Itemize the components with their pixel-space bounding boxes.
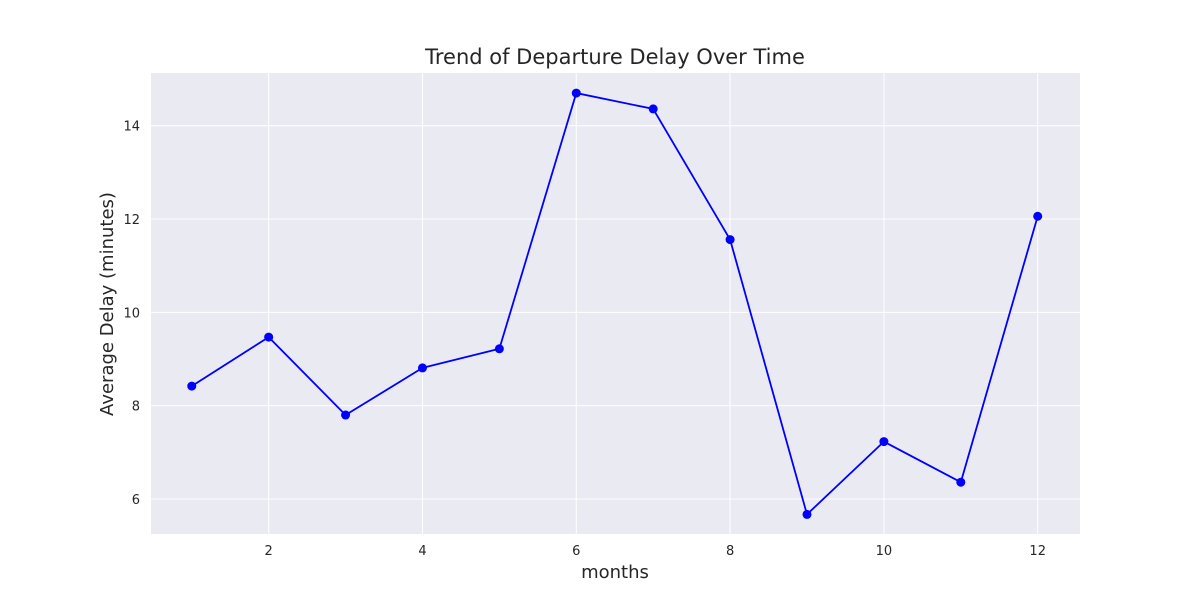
x-tick-label: 2 — [265, 544, 273, 559]
x-axis-label: months — [581, 562, 649, 583]
data-point — [1033, 211, 1043, 221]
data-point — [725, 235, 735, 245]
data-point — [956, 477, 966, 487]
data-point — [494, 344, 504, 354]
y-tick-label: 10 — [123, 306, 140, 321]
y-axis-label: Average Delay (minutes) — [97, 192, 118, 416]
data-point — [648, 104, 658, 114]
data-point — [264, 332, 274, 342]
y-tick-label: 8 — [132, 400, 140, 415]
data-point — [417, 363, 427, 373]
y-tick-labels: 6 8 10 12 14 — [123, 120, 140, 508]
x-gridlines — [268, 73, 1039, 534]
x-tick-label: 4 — [418, 544, 426, 559]
y-tick-label: 12 — [123, 213, 140, 228]
y-gridlines — [151, 125, 1080, 500]
x-tick-labels: 2 4 6 8 10 12 — [265, 544, 1046, 559]
x-tick-label: 10 — [876, 544, 893, 559]
y-tick-label: 6 — [132, 493, 140, 508]
chart-title: Trend of Departure Delay Over Time — [424, 45, 805, 69]
y-tick-label: 14 — [123, 120, 140, 135]
series-line — [191, 92, 1039, 516]
data-point — [187, 381, 197, 391]
x-tick-label: 6 — [572, 544, 580, 559]
series-layer — [187, 88, 1043, 519]
data-point — [341, 410, 351, 420]
data-point — [802, 509, 812, 519]
data-point — [571, 88, 581, 98]
data-point — [879, 437, 889, 447]
plot-area — [151, 73, 1080, 534]
x-tick-label: 8 — [726, 544, 734, 559]
x-tick-label: 12 — [1029, 544, 1046, 559]
